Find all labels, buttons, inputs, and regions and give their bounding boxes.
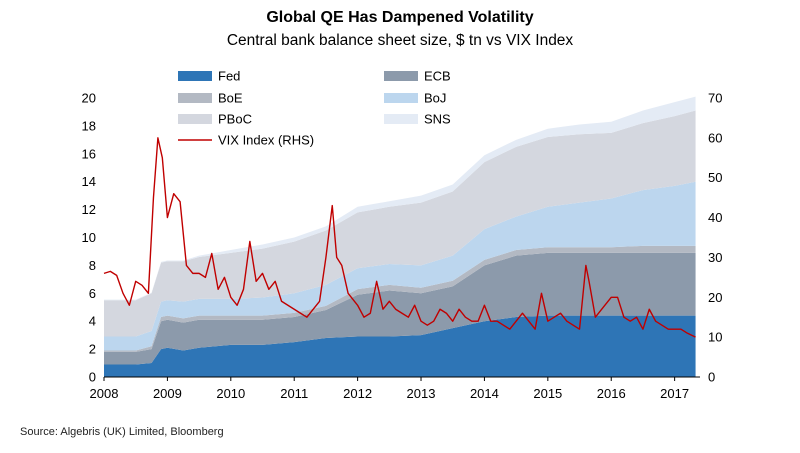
y-right-tick-label: 50	[708, 170, 722, 185]
area-fed	[104, 315, 696, 377]
legend-swatch-fed	[178, 71, 212, 81]
y-left-tick-label: 20	[82, 91, 96, 106]
y-left-tick-label: 16	[82, 146, 96, 161]
legend: Fed ECB BoE BoJ PBoC SNS VIX Index (RHS)	[178, 69, 451, 148]
y-left-tick-label: 12	[82, 202, 96, 217]
stacked-areas	[104, 96, 696, 377]
legend-swatch-pboc	[178, 114, 212, 124]
source-note: Source: Algebris (UK) Limited, Bloomberg	[20, 426, 224, 438]
x-tick-label: 2010	[216, 386, 245, 401]
legend-label: BoJ	[424, 91, 446, 106]
y-right-tick-label: 30	[708, 250, 722, 265]
x-tick-label: 2015	[533, 386, 562, 401]
legend-swatch-boe	[178, 93, 212, 103]
y-left-tick-label: 2	[89, 342, 96, 357]
y-right-tick-label: 10	[708, 330, 722, 345]
y-right-tick-label: 20	[708, 290, 722, 305]
y-right-tick-label: 60	[708, 130, 722, 145]
x-tick-label: 2016	[597, 386, 626, 401]
y-left-tick-label: 18	[82, 118, 96, 133]
y-left-tick-label: 14	[82, 174, 96, 189]
y-left-tick-label: 6	[89, 286, 96, 301]
y-right-tick-label: 0	[708, 370, 715, 385]
chart-subtitle: Central bank balance sheet size, $ tn vs…	[226, 32, 574, 49]
y-left-tick-label: 0	[89, 370, 96, 385]
x-tick-label: 2009	[153, 386, 182, 401]
area-pboc	[104, 110, 696, 337]
vix-line	[103, 137, 696, 338]
legend-label: SNS	[424, 112, 451, 127]
legend-label: VIX Index (RHS)	[218, 133, 314, 148]
vix-line-group	[103, 137, 696, 338]
x-tick-label: 2017	[660, 386, 689, 401]
x-tick-label: 2013	[407, 386, 436, 401]
axes: 0 2 4 6 8 10 12 14 16 18 20 0 10 20 30 40 50 60 70 2008 2009…	[82, 91, 723, 402]
y-left-tick-label: 8	[89, 258, 96, 273]
y-right-tick-label: 40	[708, 210, 722, 225]
y-left-tick-label: 4	[89, 314, 96, 329]
x-tick-label: 2012	[343, 386, 372, 401]
legend-label: BoE	[218, 91, 243, 106]
area-boj	[104, 181, 696, 351]
legend-label: PBoC	[218, 112, 252, 127]
x-tick-label: 2011	[280, 386, 308, 401]
y-right-tick-label: 70	[708, 91, 722, 106]
legend-swatch-ecb	[384, 71, 418, 81]
legend-swatch-boj	[384, 93, 418, 103]
x-tick-label: 2014	[470, 386, 499, 401]
legend-label: ECB	[424, 69, 451, 84]
area-sns	[104, 96, 696, 301]
y-left-tick-label: 10	[82, 230, 96, 245]
legend-swatch-sns	[384, 114, 418, 124]
x-tick-label: 2008	[90, 386, 119, 401]
legend-label: Fed	[218, 69, 240, 84]
chart-title: Global QE Has Dampened Volatility	[266, 9, 534, 26]
area-ecb	[104, 252, 696, 365]
